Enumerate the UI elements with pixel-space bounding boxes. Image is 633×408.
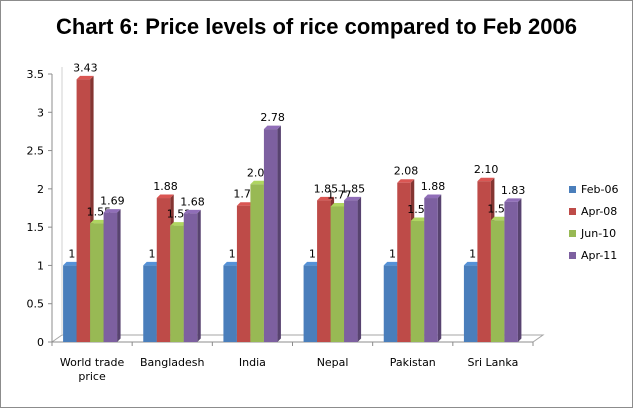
legend-swatch <box>569 252 576 259</box>
category-label: India <box>239 356 266 369</box>
data-label: 1.68 <box>180 195 205 208</box>
bar-side <box>117 209 121 342</box>
bar-top <box>317 196 335 201</box>
bar <box>156 198 171 342</box>
bar-top <box>397 179 415 183</box>
bar-top <box>263 125 281 130</box>
bar <box>236 205 251 342</box>
bar-top <box>183 209 201 214</box>
data-label: 1 <box>229 247 236 260</box>
bar-top <box>504 198 522 202</box>
bar-top <box>143 261 161 266</box>
bar-side <box>437 194 442 342</box>
bar <box>424 198 438 342</box>
bar <box>76 79 91 343</box>
y-tick-label: 3 <box>37 106 44 119</box>
data-label: 2.78 <box>260 111 285 124</box>
bar-top <box>463 261 481 266</box>
bar <box>223 265 237 342</box>
bar <box>490 220 505 342</box>
data-label: 1.88 <box>153 180 178 193</box>
bar <box>303 265 318 342</box>
bar-top <box>344 196 362 201</box>
legend-swatch <box>569 186 576 193</box>
bar-top <box>223 261 241 266</box>
bar-side <box>517 198 522 342</box>
bar <box>90 223 104 342</box>
bar <box>410 221 425 342</box>
bar <box>250 184 264 342</box>
legend-label: Apr-08 <box>581 205 617 218</box>
legend-swatch <box>569 208 576 215</box>
data-label: 1 <box>389 247 396 260</box>
bar-side <box>277 125 281 342</box>
data-label: 1.83 <box>501 184 526 197</box>
legend-label: Feb-06 <box>581 183 618 196</box>
bar-top <box>410 217 428 222</box>
legend-label: Jun-10 <box>580 227 616 240</box>
data-label: 1 <box>68 247 75 260</box>
category-label: Bangladesh <box>140 356 205 369</box>
bar-top <box>103 209 121 213</box>
bar <box>103 212 118 342</box>
category-label: Pakistan <box>390 356 436 369</box>
bar <box>63 265 77 342</box>
bar <box>504 201 518 342</box>
data-label: 2.10 <box>474 163 499 176</box>
bar <box>383 265 398 342</box>
category-label: World trade <box>60 356 125 369</box>
bar <box>463 265 478 342</box>
bar <box>170 225 184 342</box>
bar-top <box>490 216 508 221</box>
y-tick-label: 1.5 <box>27 221 45 234</box>
data-label: 1 <box>309 247 316 260</box>
bar-top <box>303 261 321 266</box>
category-label: Sri Lanka <box>468 356 519 369</box>
category-label: Nepal <box>317 356 349 369</box>
bar <box>397 182 411 342</box>
bar-top <box>424 194 442 199</box>
bar-side <box>197 209 201 342</box>
bar <box>143 265 157 342</box>
chart-title: Chart 6: Price levels of rice compared t… <box>56 14 577 39</box>
data-label: 1 <box>469 247 476 260</box>
y-tick-label: 3.5 <box>27 68 45 81</box>
data-label: 1.69 <box>100 195 125 208</box>
legend-swatch <box>569 230 576 237</box>
bar-top <box>330 202 348 207</box>
data-label: 1.88 <box>421 180 446 193</box>
bar-top <box>236 202 254 206</box>
category-label: price <box>78 370 106 383</box>
bar <box>330 206 345 342</box>
bar-side <box>357 196 362 342</box>
data-label: 1.85 <box>314 182 339 195</box>
bar-top <box>170 222 188 226</box>
bar <box>317 200 331 342</box>
bar-top <box>383 261 401 266</box>
legend-label: Apr-11 <box>581 249 617 262</box>
data-label: 3.43 <box>73 61 98 74</box>
bar-top <box>90 219 108 224</box>
bar <box>344 200 358 342</box>
bar-top <box>76 75 94 80</box>
y-tick-label: 2.5 <box>27 145 45 158</box>
data-label: 1.85 <box>341 182 366 195</box>
bar <box>263 129 278 342</box>
bar <box>477 181 491 342</box>
y-tick-label: 0.5 <box>27 298 45 311</box>
data-label: 1 <box>149 247 156 260</box>
bar-top <box>156 194 174 199</box>
y-tick-label: 0 <box>37 336 44 349</box>
data-label: 2.08 <box>394 165 419 178</box>
y-tick-label: 2 <box>37 183 44 196</box>
bar-top <box>63 261 81 266</box>
y-tick-label: 1 <box>37 259 44 272</box>
data-label: 1.77 <box>327 188 352 201</box>
bar-top <box>250 180 268 185</box>
bar <box>183 213 198 342</box>
bar-top <box>477 177 495 182</box>
